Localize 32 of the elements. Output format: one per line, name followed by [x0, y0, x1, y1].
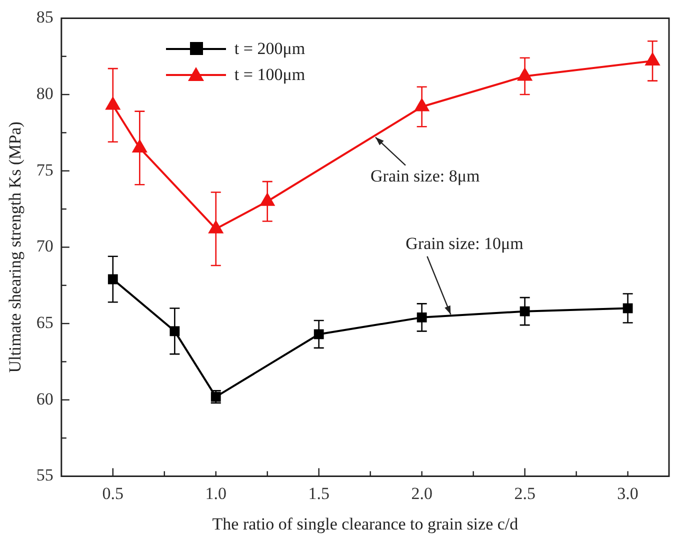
y-tick-label: 75 [36, 160, 54, 180]
point [644, 52, 660, 66]
y-tick-label: 85 [36, 8, 54, 27]
x-axis-title: The ratio of single clearance to grain size c/d [212, 514, 519, 534]
x-tick-label: 3.0 [617, 484, 638, 503]
point [132, 138, 148, 152]
point [314, 329, 324, 340]
y-tick-label: 70 [36, 236, 54, 256]
point [108, 274, 118, 284]
y-tick-label: 60 [36, 389, 54, 408]
legend-label: t = 100μm [234, 65, 306, 86]
point [416, 312, 427, 322]
x-tick-label: 1.0 [205, 484, 226, 503]
point [622, 303, 633, 314]
y-tick-label: 80 [36, 84, 54, 103]
annotation: Grain size: 8μm [370, 166, 480, 186]
point [105, 96, 121, 110]
y-tick-label: 65 [36, 313, 54, 332]
x-tick-label: 0.5 [102, 484, 124, 503]
x-tick-label: 2.5 [514, 484, 536, 503]
point [517, 67, 533, 81]
point [520, 306, 530, 316]
legend-label: t = 200μm [234, 39, 306, 60]
point [414, 98, 430, 112]
point [208, 220, 224, 234]
y-tick-label: 55 [36, 466, 54, 485]
x-tick-label: 1.5 [308, 484, 330, 503]
point [260, 192, 276, 206]
point [170, 326, 180, 336]
annotation: Grain size: 10μm [406, 234, 524, 253]
y-axis-title: Ultimate shearing strength Ks (MPa) [6, 122, 25, 373]
x-tick-label: 2.0 [411, 484, 432, 503]
